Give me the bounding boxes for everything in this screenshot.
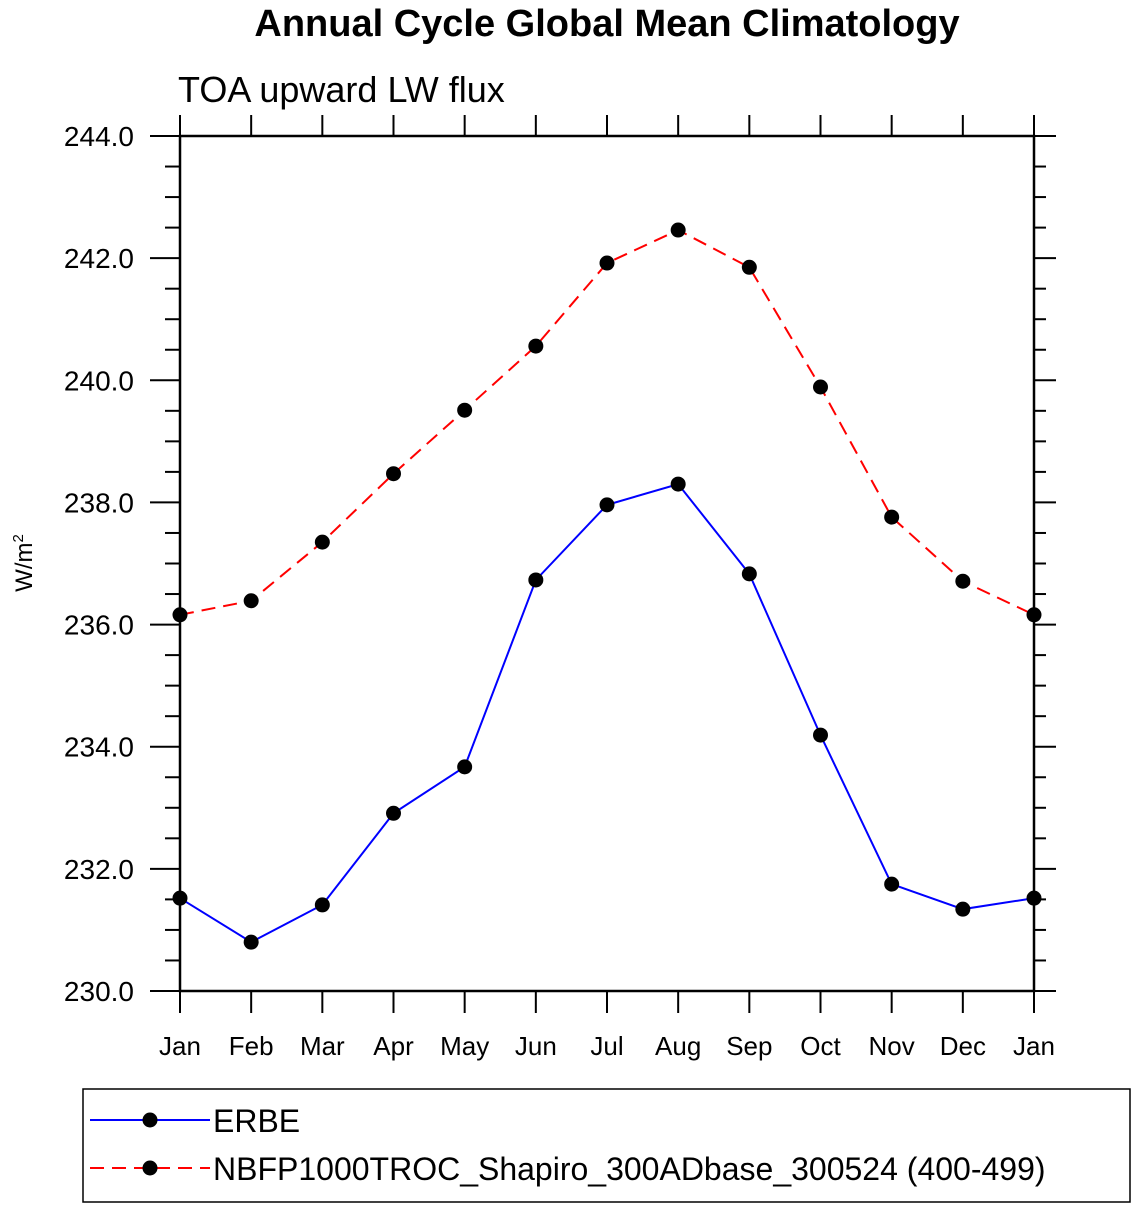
x-tick-label: Mar [300, 1031, 345, 1061]
series-line-nbfp1000troc_shapiro_300adbase_300524 [179, 228, 1035, 616]
x-tick-label: Jan [1013, 1031, 1055, 1061]
x-tick-label: Oct [800, 1031, 841, 1061]
legend-label: NBFP1000TROC_Shapiro_300ADbase_300524 (4… [213, 1151, 1046, 1187]
data-point [1026, 607, 1042, 623]
legend-marker [142, 1112, 158, 1128]
data-point [741, 566, 757, 582]
y-tick-label: 244.0 [64, 121, 134, 152]
x-tick-label: Jun [515, 1031, 557, 1061]
data-point [813, 727, 828, 743]
x-tick-label: Feb [229, 1031, 274, 1061]
data-point [670, 222, 686, 238]
y-tick-label: 236.0 [64, 610, 134, 641]
x-tick-label: May [440, 1031, 489, 1061]
data-point [1026, 890, 1042, 906]
x-tick-label: Aug [655, 1031, 701, 1061]
y-tick-label: 234.0 [64, 732, 134, 763]
legend-marker [142, 1160, 158, 1176]
data-point [599, 255, 615, 271]
data-point [386, 805, 401, 821]
chart-title: Annual Cycle Global Mean Climatology [254, 3, 959, 45]
chart-subtitle: TOA upward LW flux [178, 69, 505, 110]
x-tick-label: Sep [726, 1031, 772, 1061]
data-point [599, 497, 615, 513]
y-tick-label: 242.0 [64, 243, 134, 274]
data-point [243, 593, 259, 609]
data-point [386, 466, 401, 482]
data-point [884, 876, 900, 892]
data-point [670, 476, 686, 492]
data-point [314, 897, 330, 913]
data-point [528, 572, 544, 588]
data-point [528, 338, 544, 354]
data-point [172, 607, 188, 623]
series-line-erbe [179, 482, 1035, 944]
y-axis-label: W/m2 [10, 534, 38, 592]
y-tick-label: 230.0 [64, 976, 134, 1007]
x-tick-label: Jul [590, 1031, 623, 1061]
y-tick-label: 240.0 [64, 365, 134, 396]
data-point [884, 509, 900, 525]
data-point [457, 759, 473, 775]
x-tick-label: Jan [159, 1031, 201, 1061]
data-point [314, 534, 330, 550]
data-point [813, 379, 828, 395]
data-point [172, 890, 188, 906]
data-point [457, 402, 473, 418]
data-point [955, 573, 971, 589]
y-tick-label: 232.0 [64, 854, 134, 885]
legend-label: ERBE [213, 1103, 300, 1139]
data-point [741, 259, 757, 275]
legend-box [82, 1088, 1131, 1203]
x-tick-label: Dec [940, 1031, 986, 1061]
data-point [955, 901, 971, 917]
data-point [243, 934, 259, 950]
x-tick-label: Nov [869, 1031, 915, 1061]
x-tick-label: Apr [373, 1031, 414, 1061]
y-tick-label: 238.0 [64, 487, 134, 518]
